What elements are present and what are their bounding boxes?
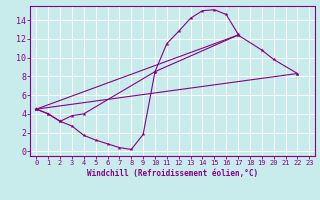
X-axis label: Windchill (Refroidissement éolien,°C): Windchill (Refroidissement éolien,°C)	[87, 169, 258, 178]
